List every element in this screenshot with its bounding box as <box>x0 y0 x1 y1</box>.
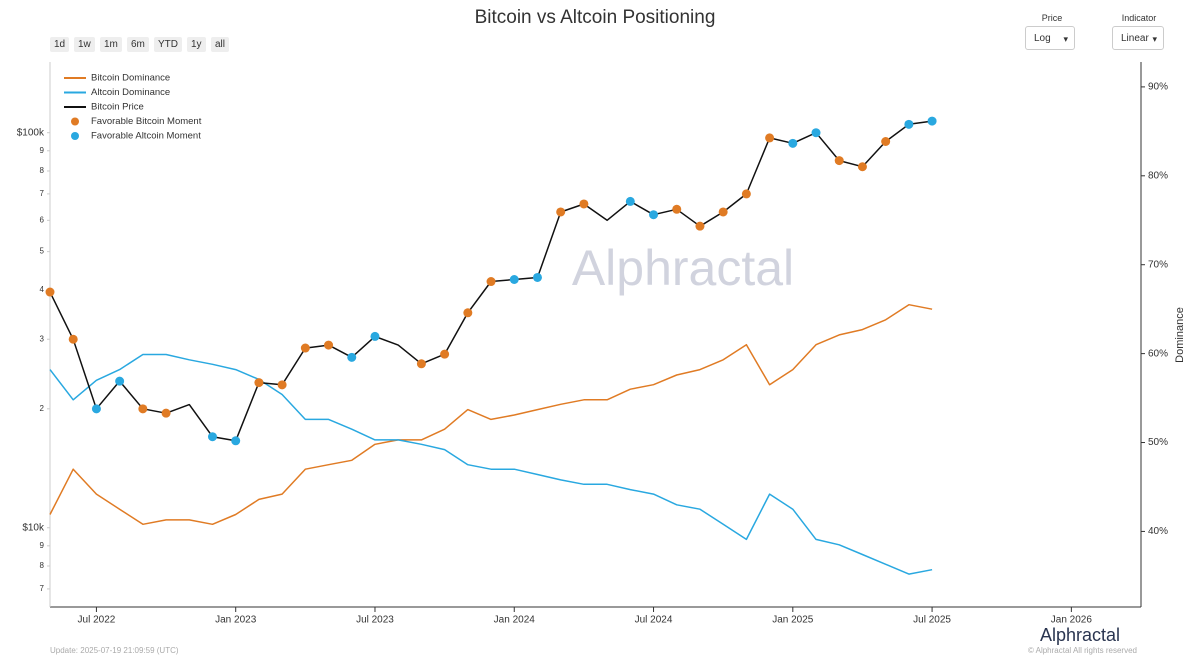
y2-tick-label: 80% <box>1148 170 1168 181</box>
moment-dot <box>138 404 148 414</box>
moment-dot <box>556 207 566 217</box>
moment-dot <box>277 380 287 390</box>
range-button[interactable]: 1w <box>74 37 95 52</box>
x-tick-label: Jan 2025 <box>772 615 814 626</box>
y-tick-label: 2 <box>40 404 45 413</box>
moment-dot <box>324 340 334 350</box>
x-tick-label: Jul 2025 <box>913 615 951 626</box>
y2-axis-title: Dominance <box>1174 307 1186 363</box>
moment-dot <box>579 199 589 209</box>
range-button[interactable]: YTD <box>154 37 182 52</box>
series-line <box>49 303 933 526</box>
moment-dot <box>509 274 519 284</box>
y-tick-label: 9 <box>40 541 45 550</box>
legend-label: Altcoin Dominance <box>91 87 170 98</box>
moment-dot <box>68 334 78 344</box>
y-tick-label: 7 <box>40 189 45 198</box>
x-tick-label: Jan 2024 <box>494 615 536 626</box>
y2-tick-label: 90% <box>1148 82 1168 93</box>
y2-tick-label: 40% <box>1148 526 1168 537</box>
legend-label: Favorable Bitcoin Moment <box>91 116 202 127</box>
indicator-select[interactable]: Linear <box>1112 26 1164 51</box>
x-tick-label: Jul 2024 <box>635 615 673 626</box>
control-label: Indicator <box>1121 13 1157 23</box>
y-tick-label: 3 <box>40 334 45 343</box>
moment-dot <box>765 133 775 143</box>
x-tick-label: Jan 2023 <box>215 615 257 626</box>
y-tick-label: 6 <box>40 215 45 224</box>
y2-tick-label: 70% <box>1148 259 1168 270</box>
moment-dot <box>440 349 450 359</box>
update-time: Update: 2025-07-19 21:09:59 (UTC) <box>50 646 179 655</box>
moment-dot <box>857 162 867 172</box>
range-button[interactable]: 1y <box>187 37 206 52</box>
moment-dot <box>741 189 751 199</box>
logo: Alphractal <box>1040 625 1120 645</box>
moment-dot <box>463 308 473 318</box>
range-button[interactable]: 1d <box>50 37 70 52</box>
moment-dot <box>811 128 821 138</box>
moment-dot <box>834 156 844 166</box>
moment-dot <box>486 277 496 287</box>
y2-tick-label: 50% <box>1148 437 1168 448</box>
y-tick-label: 8 <box>40 561 45 570</box>
moment-dot <box>695 221 705 231</box>
moment-dot <box>881 137 891 147</box>
moment-dot <box>370 331 380 341</box>
moment-dot <box>718 207 728 217</box>
range-button[interactable]: 6m <box>127 37 149 52</box>
y-tick-label: 7 <box>40 584 45 593</box>
legend-swatch <box>71 117 79 126</box>
moment-dot <box>672 204 682 214</box>
moment-dot <box>300 343 310 353</box>
copyright: © Alphractal All rights reserved <box>1027 646 1137 655</box>
legend-label: Favorable Altcoin Moment <box>91 131 201 142</box>
moment-dot <box>347 352 357 362</box>
moment-dot <box>788 138 798 148</box>
moment-dot <box>416 359 426 369</box>
moment-dot <box>161 408 171 418</box>
series-line <box>49 353 933 575</box>
watermark: Alphractal <box>572 240 794 296</box>
moment-dot <box>927 116 937 126</box>
control-label: Price <box>1041 13 1063 23</box>
moment-dot <box>649 210 659 220</box>
moment-dot <box>231 436 241 446</box>
range-button[interactable]: all <box>211 37 230 52</box>
range-button[interactable]: 1m <box>100 37 122 52</box>
y2-tick-label: 60% <box>1148 348 1168 359</box>
moment-dot <box>91 404 101 414</box>
chart-title: Bitcoin vs Altcoin Positioning <box>475 7 716 28</box>
x-tick-label: Jan 2026 <box>1051 615 1093 626</box>
x-tick-label: Jul 2023 <box>356 615 394 626</box>
moment-dot <box>115 376 125 386</box>
moment-dot <box>207 432 217 442</box>
moment-dot <box>254 378 264 388</box>
moment-dot <box>625 196 635 206</box>
moment-dot <box>904 119 914 129</box>
y-tick-label: 5 <box>40 247 45 256</box>
moment-dot <box>45 287 55 297</box>
legend-swatch <box>71 132 79 140</box>
y-tick-label: 4 <box>40 285 45 294</box>
x-tick-label: Jul 2022 <box>78 615 116 626</box>
moment-dot <box>532 272 542 282</box>
legend-label: Bitcoin Dominance <box>91 73 170 84</box>
legend-label: Bitcoin Price <box>91 102 144 113</box>
y-tick-label: $10k <box>22 522 45 533</box>
y-tick-label: 8 <box>40 166 45 175</box>
y-tick-label: 9 <box>40 146 45 155</box>
price-select[interactable]: Log <box>1025 26 1075 51</box>
y-tick-label: $100k <box>17 127 45 138</box>
